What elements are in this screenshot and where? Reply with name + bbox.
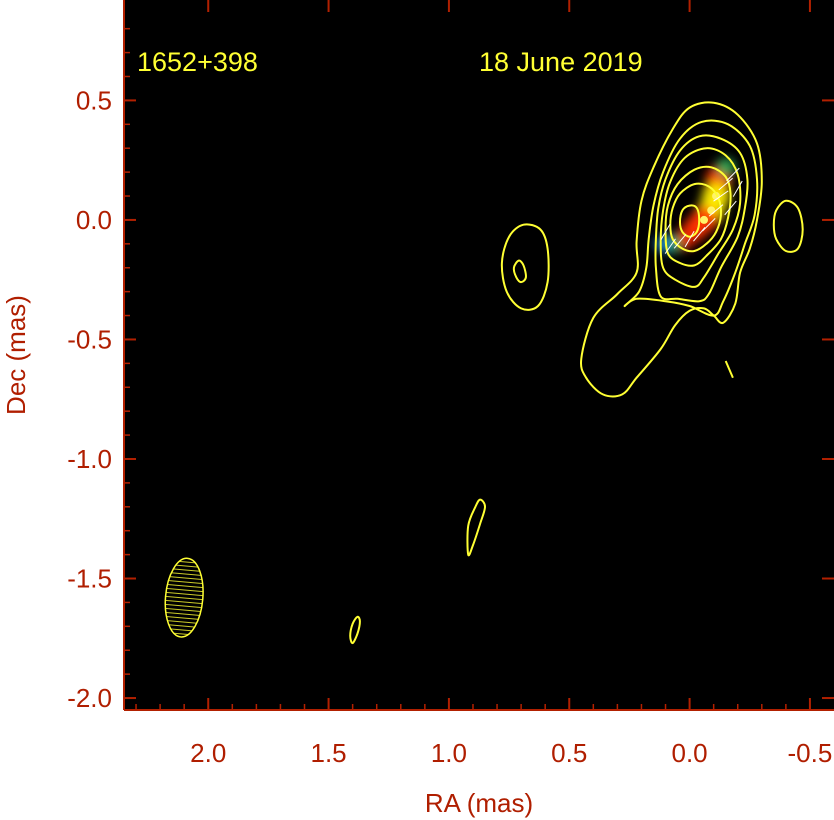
x-axis-ticks: 2.0 1.5 1.0 0.5 0.0 -0.5 [135,0,833,768]
polarization-vector [664,238,676,254]
contour-line [580,101,763,398]
y-tick-label: 0.5 [76,85,112,115]
x-tick-label: 1.0 [431,738,467,768]
polarization-vector [708,204,724,217]
contour-line [500,223,550,311]
contour-line [623,119,759,317]
x-tick-label: -0.5 [788,738,833,768]
polarization-vector [673,234,687,249]
contour-layer [349,101,804,645]
source-label: 1652+398 [137,47,258,77]
y-tick-label: -0.5 [67,324,112,354]
polarization-vector [713,190,729,202]
contour-line [669,182,722,253]
beam-ellipse [164,557,204,638]
contour-line [659,147,742,288]
polarized-intensity-peak [707,206,716,215]
x-axis-title: RA (mas) [425,788,533,818]
contour-line [512,259,527,284]
x-tick-label: 2.0 [190,738,226,768]
contour-line [678,204,701,238]
contour-line [654,134,749,303]
polarization-vector [718,177,733,191]
y-tick-label: -2.0 [67,683,112,713]
y-axis-title: Dec (mas) [1,295,31,415]
date-label: 18 June 2019 [479,47,643,77]
polarization-vector-layer [660,167,743,254]
contour-line [664,165,732,267]
polarized-intensity-peak [700,215,709,224]
beam-layer [164,557,204,638]
contour-line [724,360,734,379]
polarization-vector [724,200,737,216]
polarization-vector [684,231,695,248]
polarization-vector [660,223,671,240]
x-tick-label: 0.0 [672,738,708,768]
y-tick-label: 0.0 [76,205,112,235]
y-tick-label: -1.5 [67,564,112,594]
contour-line [349,615,361,645]
polarized-intensity-blob [716,157,736,177]
polarized-intensity-blob [654,235,672,253]
y-tick-label: -1.0 [67,444,112,474]
polarization-vector [693,227,706,242]
polarization-vector [702,217,716,232]
x-tick-label: 1.5 [310,738,346,768]
y-axis-ticks: 0.5 0.0 -0.5 -1.0 -1.5 -2.0 [67,27,834,713]
polarization-vector [732,180,743,197]
contour-line [466,498,487,557]
plot-area [124,0,834,710]
contour-line [772,199,804,253]
x-tick-label: 0.5 [551,738,587,768]
polarization-vector [726,167,740,182]
